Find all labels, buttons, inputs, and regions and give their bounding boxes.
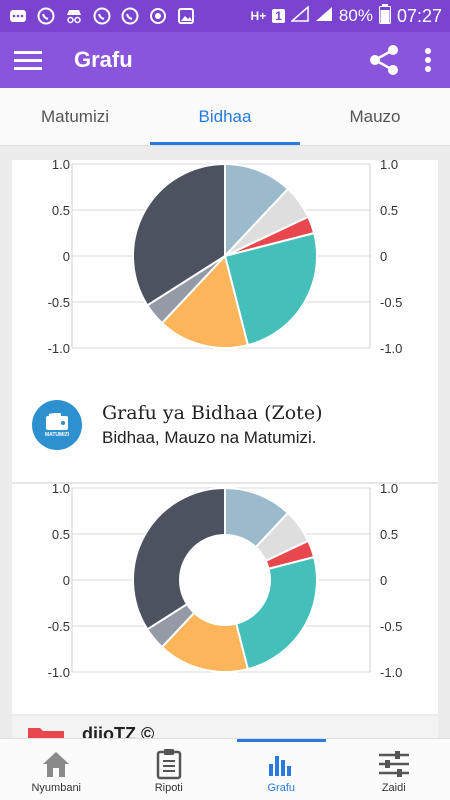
pie-chart: 1.0 1.0 0.5 0.5 0 0 -0.5 -0.5 -1.0 -1.0 [48, 160, 403, 356]
y-tick-right: 0 [380, 573, 387, 588]
donut-chart-card: 1.0 1.0 0.5 0.5 0 0 -0.5 -0.5 -1.0 -1.0 [12, 482, 438, 714]
y-tick-right: 0.5 [380, 203, 398, 218]
nav-label: Zaidi [381, 782, 406, 794]
bar-chart-icon [267, 746, 295, 782]
nav-ripoti[interactable]: Ripoti [113, 739, 226, 800]
nav-nyumbani[interactable]: Nyumbani [0, 739, 113, 800]
status-bar: H+ 1 80% 07:27 [0, 0, 450, 32]
share-icon[interactable] [362, 32, 406, 88]
more-icon[interactable] [406, 32, 450, 88]
y-tick-right: 0 [380, 249, 387, 264]
tab-bar: Matumizi Bidhaa Mauzo [0, 88, 450, 146]
y-tick-left: -0.5 [48, 619, 70, 634]
y-tick-right: -1.0 [380, 665, 402, 680]
notification-icons [8, 6, 196, 26]
y-tick-left: -1.0 [48, 665, 70, 680]
donut-hole [179, 534, 271, 626]
system-status: H+ 1 80% 07:27 [250, 3, 442, 29]
y-tick-left: 0.5 [52, 527, 70, 542]
app-bar-actions [362, 32, 450, 88]
app-bar: Grafu [0, 32, 450, 88]
nav-label: Ripoti [154, 782, 183, 794]
y-tick-right: -0.5 [380, 619, 402, 634]
battery-percent: 80% [338, 6, 373, 25]
y-tick-left: 0 [63, 573, 70, 588]
footer-card: dijoTZ © [12, 716, 438, 738]
incognito-icon [64, 6, 84, 26]
battery-icon [378, 3, 391, 29]
sliders-icon [377, 746, 411, 782]
signal-icon [315, 6, 333, 27]
y-tick-left: 1.0 [52, 484, 70, 496]
chart-title: Grafu ya Bidhaa (Zote) [102, 402, 323, 424]
y-tick-right: 1.0 [380, 484, 398, 496]
chart-subtitle: Bidhaa, Mauzo na Matumizi. [102, 428, 317, 447]
y-tick-left: 0 [63, 249, 70, 264]
pie-slice[interactable] [224, 162, 290, 259]
content-scroll[interactable]: 1.0 1.0 0.5 0.5 0 0 -0.5 -0.5 -1.0 -1.0 MATUMIZI … [0, 146, 450, 738]
pie-slice[interactable] [132, 162, 226, 307]
tab-matumizi[interactable]: Matumizi [40, 106, 109, 126]
brand-label: dijoTZ © [82, 724, 155, 738]
tab-mauzo[interactable]: Mauzo [349, 106, 401, 126]
pie-slice[interactable] [223, 231, 318, 347]
chart-info: MATUMIZI Grafu ya Bidhaa (Zote) Bidhaa, … [32, 400, 322, 450]
image-icon [176, 6, 196, 26]
signal-icon [289, 4, 309, 27]
y-tick-right: -1.0 [380, 341, 402, 356]
folder-icon [28, 724, 64, 738]
y-tick-right: -0.5 [380, 295, 402, 310]
home-icon [41, 746, 71, 782]
whatsapp-icon [36, 6, 56, 26]
logo-text: MATUMIZI [44, 431, 70, 438]
app-logo-icon: MATUMIZI [32, 400, 82, 450]
y-tick-right: 0.5 [380, 527, 398, 542]
report-icon [155, 746, 183, 782]
nav-label: Nyumbani [31, 782, 82, 794]
whatsapp-icon [120, 6, 140, 26]
y-tick-left: 0.5 [52, 203, 70, 218]
y-tick-left: -0.5 [48, 295, 70, 310]
clock: 07:27 [396, 5, 442, 26]
page-title: Grafu [74, 47, 133, 72]
nav-zaidi[interactable]: Zaidi [338, 739, 450, 800]
menu-icon[interactable] [0, 32, 56, 88]
nav-label: Grafu [267, 782, 295, 794]
sim-indicator: 1 [272, 9, 285, 23]
y-tick-left: 1.0 [52, 160, 70, 172]
nav-grafu[interactable]: Grafu [225, 739, 338, 800]
chat-icon [8, 6, 28, 26]
donut-chart: 1.0 1.0 0.5 0.5 0 0 -0.5 -0.5 -1.0 -1.0 [48, 484, 403, 680]
y-tick-left: -1.0 [48, 341, 70, 356]
pie-chart-card: 1.0 1.0 0.5 0.5 0 0 -0.5 -0.5 -1.0 -1.0 MATUMIZI … [12, 160, 438, 482]
whatsapp-icon [92, 6, 112, 26]
network-type: H+ [250, 9, 267, 23]
y-tick-right: 1.0 [380, 160, 398, 172]
sync-icon [148, 6, 168, 26]
tab-bidhaa[interactable]: Bidhaa [150, 88, 300, 145]
bottom-nav: Nyumbani Ripoti Grafu Zaidi [0, 738, 450, 800]
pie-slice[interactable] [160, 253, 250, 349]
